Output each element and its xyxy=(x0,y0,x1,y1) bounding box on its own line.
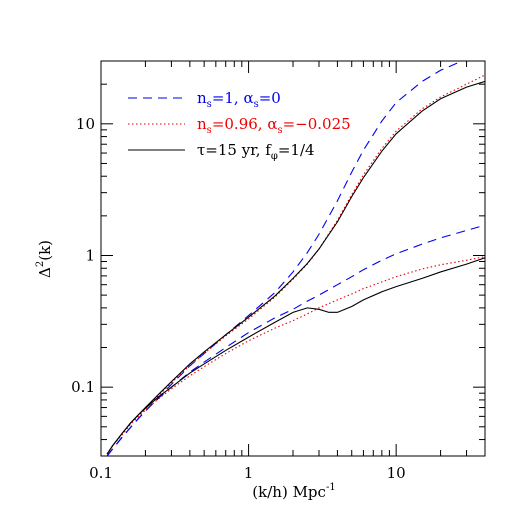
legend-sub: φ xyxy=(271,151,278,162)
series-line-dashed-0 xyxy=(106,61,464,456)
series-line-dotted-0 xyxy=(106,74,485,455)
series-line-solid-1 xyxy=(106,257,485,455)
major-ticks xyxy=(100,61,485,456)
legend-part: =0 xyxy=(259,89,281,107)
legend-part: n xyxy=(197,89,207,107)
y-axis-label: Δ2(k) xyxy=(35,240,54,278)
legend-label: ns=1, αs=0 xyxy=(197,89,281,110)
x-tick-label: 0.1 xyxy=(89,464,113,482)
legend-part: =1/4 xyxy=(278,141,315,159)
series-line-dashed-1 xyxy=(106,224,485,456)
x-tick-label: 1 xyxy=(244,464,254,482)
legend-part: n xyxy=(197,115,207,133)
y-tick-label: 10 xyxy=(76,115,95,133)
y-tick-label: 1 xyxy=(85,246,95,264)
legend-label: ns=0.96, αs=−0.025 xyxy=(197,115,351,136)
x-axis-label: (k/h) Mpc-1 xyxy=(252,482,335,501)
legend-sub: s xyxy=(277,125,282,136)
legend-sub: s xyxy=(207,125,212,136)
series-line-solid-0 xyxy=(106,80,485,455)
tick-labels: 0.1 1 10 0.1 1 10 xyxy=(71,115,406,482)
legend-sub: s xyxy=(254,99,259,110)
y-axis-label-sup: 2 xyxy=(35,261,46,267)
series-group xyxy=(106,61,485,456)
legend-part: τ=15 yr, f xyxy=(197,141,272,159)
legend-sub: s xyxy=(207,99,212,110)
series-line-dotted-1 xyxy=(106,256,485,455)
y-tick-label: 0.1 xyxy=(71,378,95,396)
x-axis-label-sup: -1 xyxy=(326,482,336,493)
legend-label: τ=15 yr, fφ=1/4 xyxy=(197,141,315,162)
legend-part: =−0.025 xyxy=(283,115,351,133)
x-tick-label: 10 xyxy=(387,464,406,482)
legend-part: =1, α xyxy=(212,89,254,107)
minor-ticks xyxy=(101,60,486,457)
y-axis-label-tail: (k) xyxy=(36,240,54,261)
legend-part: =0.96, α xyxy=(212,115,278,133)
